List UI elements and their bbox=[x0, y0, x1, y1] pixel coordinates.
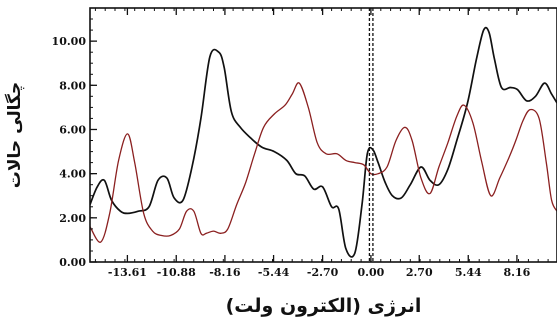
y-tick-label: 8.00 bbox=[59, 79, 86, 92]
ticks-layer: -13.61 -10.88 -8.16 -5.44 -2.70 0.00 2.70 5.44 8… bbox=[52, 7, 549, 279]
x-axis-title: انرژی (الکترون ولت) bbox=[226, 295, 422, 317]
x-tick-label: 8.16 bbox=[504, 266, 531, 279]
y-tick-label: 2.00 bbox=[59, 212, 86, 225]
x-tick-label: -8.16 bbox=[209, 266, 241, 279]
y-tick-label: 0.00 bbox=[59, 256, 86, 269]
series-layer bbox=[90, 26, 557, 258]
x-tick-label: 5.44 bbox=[455, 266, 482, 279]
x-tick-label: -13.61 bbox=[108, 266, 147, 279]
x-tick-label: -10.88 bbox=[157, 266, 196, 279]
dos-series-2-line bbox=[90, 82, 557, 243]
x-tick-label: -5.44 bbox=[258, 266, 290, 279]
y-axis-title: چگالی حالات bbox=[4, 82, 25, 188]
y-tick-label: 4.00 bbox=[59, 168, 86, 181]
y-tick-label: 10.00 bbox=[52, 35, 87, 48]
x-tick-label: 0.00 bbox=[358, 266, 385, 279]
x-tick-label: 2.70 bbox=[406, 266, 433, 279]
y-tick-label: 6.00 bbox=[59, 123, 86, 136]
plot-frame bbox=[89, 7, 557, 263]
dos-series-1-line bbox=[90, 26, 557, 258]
x-tick-label: -2.70 bbox=[307, 266, 339, 279]
